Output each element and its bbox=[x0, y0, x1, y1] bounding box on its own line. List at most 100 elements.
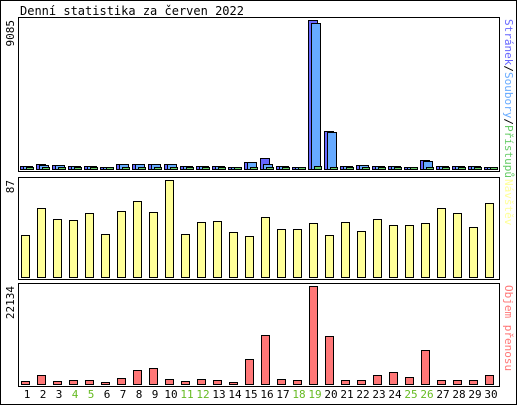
bar-visits-13 bbox=[213, 221, 222, 278]
bar-hits-28 bbox=[458, 167, 466, 170]
bar-visits-22 bbox=[357, 231, 366, 278]
x-label-day: 13 bbox=[212, 388, 225, 401]
bar-hits-25 bbox=[410, 167, 418, 170]
bar-bytes-26 bbox=[421, 350, 430, 385]
bar-visits-17 bbox=[277, 229, 286, 278]
bar-hits-27 bbox=[442, 167, 450, 170]
bar-bytes-21 bbox=[341, 380, 350, 385]
bar-bytes-22 bbox=[357, 380, 366, 385]
chart-title: Denní statistika za červen 2022 bbox=[20, 4, 244, 18]
bar-bytes-16 bbox=[261, 335, 270, 385]
x-label-day: 7 bbox=[120, 388, 127, 401]
legend-entry: / bbox=[502, 118, 515, 125]
bar-bytes-10 bbox=[165, 379, 174, 385]
bar-hits-13 bbox=[218, 167, 226, 170]
legend-entry: Přístupů bbox=[502, 125, 515, 178]
bar-hits-5 bbox=[90, 167, 98, 170]
bar-visits-30 bbox=[485, 203, 494, 278]
bar-hits-20 bbox=[327, 132, 337, 170]
bar-hits-17 bbox=[282, 167, 290, 170]
x-label-day: 11 bbox=[180, 388, 193, 401]
bar-hits-11 bbox=[186, 167, 194, 170]
bar-hits-23 bbox=[378, 167, 386, 170]
x-label-day: 28 bbox=[452, 388, 465, 401]
x-label-day: 15 bbox=[244, 388, 257, 401]
bar-visits-8 bbox=[133, 201, 142, 278]
bar-visits-27 bbox=[437, 208, 446, 278]
bar-bytes-11 bbox=[181, 381, 190, 385]
bar-hits-20 bbox=[330, 167, 338, 170]
legend-entry: Návštěv bbox=[502, 179, 515, 226]
x-label-day: 4 bbox=[72, 388, 79, 401]
bar-hits-24 bbox=[394, 167, 402, 170]
panel-frame bbox=[18, 283, 500, 387]
panel-bytes: 22134 Objem přenosu bbox=[4, 283, 515, 387]
bar-hits-30 bbox=[490, 167, 498, 170]
bar-bytes-5 bbox=[85, 380, 94, 385]
bar-visits-16 bbox=[261, 217, 270, 278]
panel-visits: 87 Návštěv bbox=[4, 177, 515, 280]
x-label-day: 21 bbox=[340, 388, 353, 401]
bar-bytes-9 bbox=[149, 368, 158, 385]
x-label-day: 9 bbox=[152, 388, 159, 401]
bar-bytes-18 bbox=[293, 380, 302, 385]
x-label-day: 30 bbox=[484, 388, 497, 401]
bar-hits-3 bbox=[58, 167, 66, 170]
bar-visits-14 bbox=[229, 232, 238, 278]
bar-hits-2 bbox=[42, 167, 50, 170]
bar-bytes-30 bbox=[485, 375, 494, 385]
bar-hits-16 bbox=[266, 167, 274, 170]
bar-hits-10 bbox=[170, 167, 178, 170]
bar-hits-18 bbox=[298, 167, 306, 170]
bar-hits-6 bbox=[106, 167, 114, 170]
bar-hits-22 bbox=[362, 167, 370, 170]
bar-visits-1 bbox=[21, 235, 30, 278]
panel-frame bbox=[18, 177, 500, 280]
x-label-day: 19 bbox=[308, 388, 321, 401]
bar-visits-4 bbox=[69, 220, 78, 278]
bar-bytes-13 bbox=[213, 380, 222, 385]
bar-hits-29 bbox=[474, 167, 482, 170]
bar-bytes-25 bbox=[405, 377, 414, 385]
bar-bytes-6 bbox=[101, 382, 110, 385]
bar-hits-9 bbox=[154, 167, 162, 170]
bar-bytes-28 bbox=[453, 380, 462, 385]
bar-visits-7 bbox=[117, 211, 126, 278]
bar-visits-20 bbox=[325, 235, 334, 278]
x-label-day: 24 bbox=[388, 388, 402, 401]
bar-bytes-27 bbox=[437, 380, 446, 385]
bar-bytes-20 bbox=[325, 336, 334, 385]
x-axis-labels: 1 2 3 4 5 6 7 8 9 10 11 12 13 14 15 16 17 18 19 20 21 22 23 24 2… bbox=[24, 388, 498, 401]
x-label-day: 26 bbox=[420, 388, 433, 401]
bar-visits-3 bbox=[53, 219, 62, 278]
bar-visits-5 bbox=[85, 213, 94, 278]
bar-hits-14 bbox=[234, 167, 242, 170]
x-label-day: 16 bbox=[260, 388, 273, 401]
x-label-day: 8 bbox=[136, 388, 143, 401]
x-label-day: 2 bbox=[40, 388, 47, 401]
legend-entry: Soubory bbox=[502, 72, 515, 119]
x-label-day: 17 bbox=[276, 388, 289, 401]
panel-hits: 9085 Stránek/Soubory/Přístupů bbox=[4, 17, 515, 178]
bar-bytes-29 bbox=[469, 380, 478, 385]
legend-bytes: Objem přenosu bbox=[502, 285, 515, 371]
bar-hits-8 bbox=[138, 167, 146, 170]
legend-entry: Objem přenosu bbox=[502, 285, 515, 371]
panel-frame bbox=[18, 17, 500, 172]
bar-visits-28 bbox=[453, 213, 462, 278]
x-label-day: 10 bbox=[164, 388, 177, 401]
bar-hits-4 bbox=[74, 167, 82, 170]
x-label-day: 22 bbox=[356, 388, 369, 401]
bar-bytes-23 bbox=[373, 375, 382, 385]
legend-entry: / bbox=[502, 65, 515, 72]
legend-hits: Stránek/Soubory/Přístupů bbox=[502, 19, 515, 178]
bar-hits-21 bbox=[346, 167, 354, 170]
x-label-day: 29 bbox=[468, 388, 481, 401]
bar-bytes-14 bbox=[229, 382, 238, 385]
bar-bytes-3 bbox=[53, 381, 62, 385]
bar-visits-6 bbox=[101, 234, 110, 278]
x-label-day: 20 bbox=[324, 388, 337, 401]
